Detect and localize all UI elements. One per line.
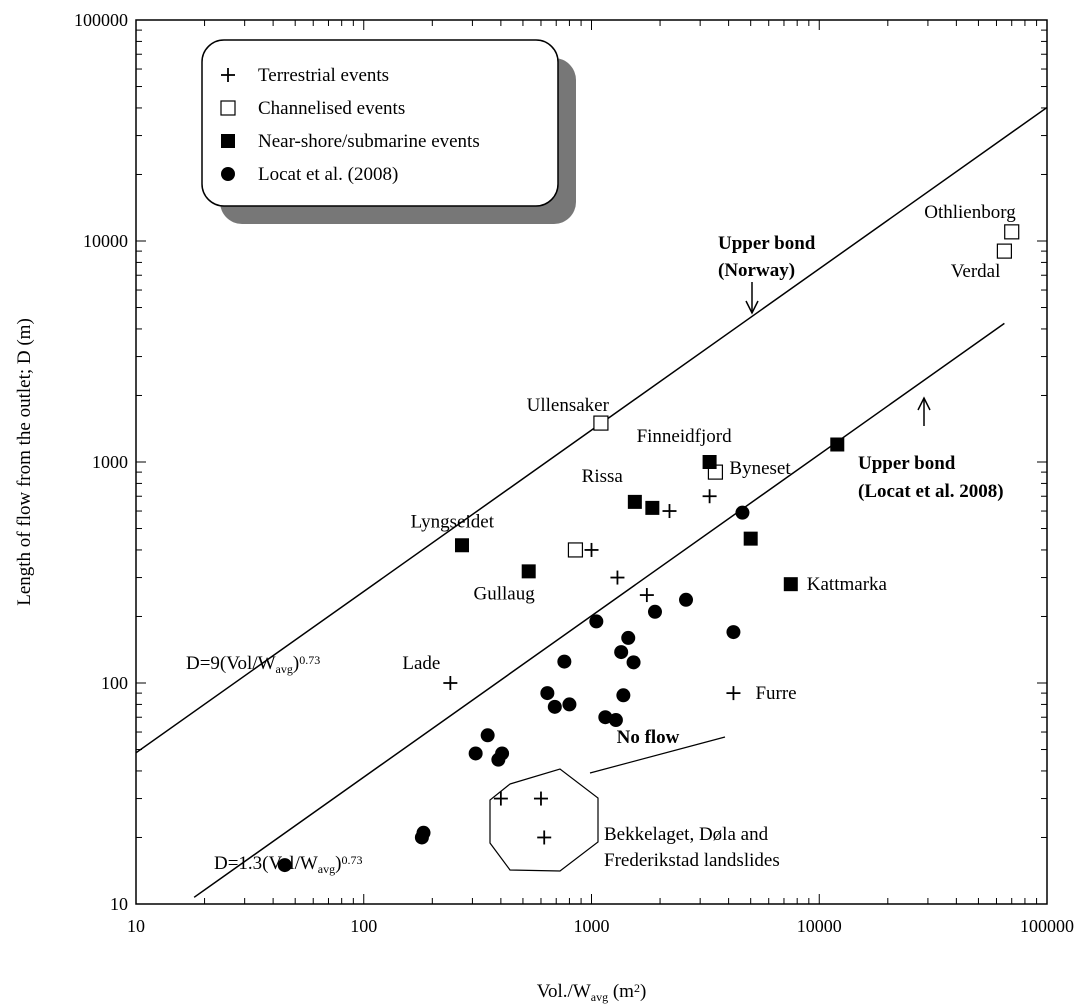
point-label: Kattmarka bbox=[807, 574, 888, 595]
no-flow-label: No flow bbox=[617, 727, 680, 748]
point-label: Othlienborg bbox=[924, 202, 1016, 223]
x-tick-label: 100000 bbox=[1020, 916, 1074, 936]
arrow-head bbox=[745, 300, 759, 315]
legend-marker-filled-square bbox=[221, 134, 235, 148]
no-flow-circle bbox=[489, 768, 599, 872]
point-open-square bbox=[1004, 224, 1020, 240]
point-filled-circle bbox=[562, 697, 577, 712]
equation-norway: D=9(Vol/Wavg)0.73 bbox=[186, 653, 320, 676]
axes: 10 100 1000 10000 100000 10 100 1000 10000 100000… bbox=[14, 10, 1074, 1004]
y-axis-title: Length of flow from the outlet; D (m) bbox=[14, 318, 35, 606]
arrow-head bbox=[917, 396, 931, 411]
point-plus bbox=[702, 489, 717, 504]
point-label: Gullaug bbox=[473, 583, 535, 604]
point-label: Ullensaker bbox=[527, 395, 610, 416]
point-plus bbox=[639, 588, 654, 603]
point-open-square bbox=[567, 542, 584, 558]
point-plus bbox=[662, 504, 677, 519]
upper-bond-locat: Upper bond bbox=[858, 453, 956, 474]
cluster-label: Bekkelaget, Døla and bbox=[604, 824, 769, 845]
legend-box bbox=[201, 39, 559, 207]
bound-line-1 bbox=[136, 106, 1047, 754]
legend-label: Locat et al. (2008) bbox=[258, 164, 398, 185]
point-filled-circle bbox=[614, 645, 629, 660]
legend-label: Near-shore/submarine events bbox=[258, 131, 480, 152]
point-filled-circle bbox=[626, 655, 641, 670]
point-filled-circle bbox=[277, 858, 292, 873]
point-filled-circle bbox=[608, 713, 623, 728]
x-tick-label: 100 bbox=[350, 916, 377, 936]
x-tick-label: 1000 bbox=[574, 916, 610, 936]
point-filled-circle bbox=[557, 654, 572, 669]
legend-label: Channelised events bbox=[258, 98, 405, 119]
point-filled-circle bbox=[589, 614, 604, 629]
point-filled-circle bbox=[468, 746, 483, 761]
x-tick-label: 10 bbox=[127, 916, 145, 936]
point-filled-circle bbox=[647, 604, 662, 619]
point-filled-circle bbox=[735, 505, 750, 520]
point-label: Verdal bbox=[951, 261, 1001, 282]
equation-locat: D=1.3(Vol/Wavg)0.73 bbox=[214, 853, 362, 876]
y-tick-label: 100000 bbox=[74, 10, 128, 30]
annotations: Lade Furre Ullensaker Byneset Verdal Othlienb… bbox=[186, 202, 1016, 876]
bound-line-2 bbox=[193, 322, 1005, 898]
point-plus bbox=[726, 686, 741, 701]
point-filled-square bbox=[454, 538, 469, 553]
point-label: Byneset bbox=[729, 458, 791, 479]
data-points bbox=[277, 224, 1020, 873]
legend-marker-open-square bbox=[220, 100, 236, 116]
upper-bond-locat: (Locat et al. 2008) bbox=[858, 481, 1004, 502]
y-tick-label: 100 bbox=[101, 673, 128, 693]
point-filled-square bbox=[830, 437, 845, 452]
point-filled-circle bbox=[416, 825, 431, 840]
no-flow-pointer bbox=[589, 736, 726, 774]
point-filled-square bbox=[645, 500, 660, 515]
point-filled-circle bbox=[616, 688, 631, 703]
upper-bond-norway: Upper bond bbox=[718, 233, 816, 254]
point-filled-square bbox=[743, 531, 758, 546]
point-label: Furre bbox=[755, 683, 796, 704]
y-tick-label: 1000 bbox=[92, 452, 128, 472]
point-plus bbox=[610, 570, 625, 585]
y-tick-label: 10000 bbox=[83, 231, 128, 251]
point-open-square bbox=[996, 243, 1012, 259]
point-filled-circle bbox=[679, 592, 694, 607]
x-axis-title: Vol./Wavg (m2) bbox=[537, 981, 647, 1004]
point-filled-square bbox=[627, 494, 642, 509]
point-plus bbox=[584, 542, 599, 557]
point-label: Rissa bbox=[582, 466, 624, 487]
point-label: Lyngseidet bbox=[411, 511, 495, 532]
point-label: Lade bbox=[402, 653, 440, 674]
point-plus bbox=[533, 791, 548, 806]
point-filled-circle bbox=[495, 746, 510, 761]
point-filled-square bbox=[783, 577, 798, 592]
legend: Terrestrial events Channelised events Near… bbox=[201, 39, 576, 224]
point-plus bbox=[493, 791, 508, 806]
point-plus bbox=[537, 830, 552, 845]
point-filled-circle bbox=[598, 710, 613, 725]
point-filled-square bbox=[521, 564, 536, 579]
point-filled-circle bbox=[547, 699, 562, 714]
point-open-square bbox=[593, 415, 609, 431]
cluster-label: Frederikstad landslides bbox=[604, 850, 780, 871]
y-tick-label: 10 bbox=[110, 894, 128, 914]
bound-lines bbox=[136, 106, 1047, 898]
upper-bond-norway: (Norway) bbox=[718, 260, 795, 281]
legend-marker-filled-circle bbox=[221, 167, 235, 181]
x-tick-label: 10000 bbox=[797, 916, 842, 936]
point-label: Finneidfjord bbox=[637, 426, 732, 447]
point-filled-circle bbox=[726, 625, 741, 640]
point-plus bbox=[443, 676, 458, 690]
legend-label: Terrestrial events bbox=[258, 65, 389, 86]
point-filled-circle bbox=[480, 728, 495, 743]
point-filled-circle bbox=[621, 630, 636, 645]
point-filled-circle bbox=[540, 686, 555, 701]
point-filled-square bbox=[702, 455, 717, 469]
